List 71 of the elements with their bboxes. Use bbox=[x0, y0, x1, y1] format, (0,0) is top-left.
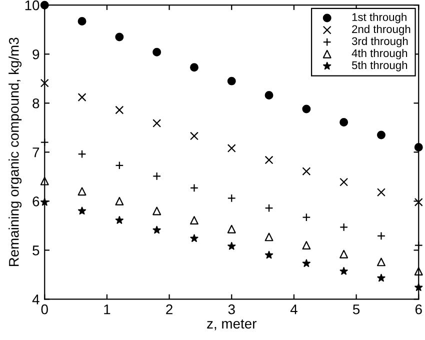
point bbox=[115, 106, 124, 114]
point bbox=[78, 150, 86, 158]
point bbox=[376, 188, 386, 197]
y-tick-label: 6 bbox=[32, 196, 40, 206]
point bbox=[115, 161, 124, 170]
point bbox=[264, 232, 274, 242]
point bbox=[376, 130, 386, 140]
point bbox=[414, 267, 423, 276]
legend-label: 2nd through bbox=[352, 24, 410, 36]
legend-label: 1st through bbox=[352, 12, 406, 24]
legend-label: 5th through bbox=[352, 60, 408, 72]
point bbox=[264, 204, 274, 212]
point bbox=[376, 258, 386, 266]
point bbox=[414, 198, 423, 206]
point bbox=[264, 156, 274, 164]
point bbox=[302, 167, 311, 176]
point bbox=[302, 213, 311, 222]
point bbox=[302, 241, 311, 250]
y-tick-label: 8 bbox=[32, 98, 40, 108]
point bbox=[115, 216, 124, 224]
point bbox=[228, 242, 236, 250]
x-tick-label: 0 bbox=[41, 304, 48, 314]
point bbox=[78, 17, 86, 26]
point bbox=[227, 76, 236, 86]
point bbox=[152, 119, 162, 128]
point bbox=[152, 206, 162, 216]
point bbox=[190, 234, 198, 242]
x-axis-title: z, meter bbox=[207, 319, 256, 330]
point bbox=[190, 184, 198, 192]
point bbox=[40, 78, 49, 88]
x-tick-label: 5 bbox=[352, 304, 360, 314]
point bbox=[264, 91, 274, 100]
point bbox=[115, 32, 124, 42]
point bbox=[340, 118, 348, 126]
y-tick-label: 10 bbox=[25, 0, 40, 10]
y-axis-title: Remaining organic compound, kg/m3 bbox=[8, 38, 22, 266]
point bbox=[190, 63, 198, 72]
point bbox=[40, 176, 49, 186]
point bbox=[264, 250, 274, 259]
legend-label: 4th through bbox=[352, 48, 408, 60]
point bbox=[115, 196, 124, 206]
point bbox=[414, 283, 423, 291]
point bbox=[414, 143, 423, 152]
y-tick-label: 9 bbox=[32, 49, 40, 60]
point bbox=[340, 250, 348, 258]
point bbox=[78, 93, 86, 102]
y-tick-label: 5 bbox=[32, 246, 40, 256]
point bbox=[377, 274, 386, 282]
point bbox=[227, 144, 236, 152]
x-tick-label: 3 bbox=[228, 304, 235, 314]
point bbox=[190, 132, 198, 140]
point bbox=[340, 267, 348, 275]
x-tick-label: 6 bbox=[415, 304, 422, 314]
point bbox=[340, 178, 348, 186]
point bbox=[227, 194, 236, 202]
point bbox=[78, 187, 86, 196]
point bbox=[152, 226, 161, 234]
point bbox=[376, 232, 386, 240]
x-tick-label: 1 bbox=[104, 304, 110, 314]
point bbox=[227, 224, 236, 234]
y-tick-label: 7 bbox=[32, 148, 40, 158]
point bbox=[302, 259, 310, 267]
x-tick-label: 2 bbox=[166, 304, 172, 314]
x-tick-label: 4 bbox=[290, 304, 298, 314]
point bbox=[302, 104, 311, 114]
point bbox=[190, 216, 198, 225]
point bbox=[40, 198, 49, 206]
y-tick-label: 4 bbox=[32, 294, 40, 304]
point bbox=[152, 48, 162, 56]
legend-label: 3rd through bbox=[352, 36, 408, 48]
point bbox=[78, 206, 86, 214]
